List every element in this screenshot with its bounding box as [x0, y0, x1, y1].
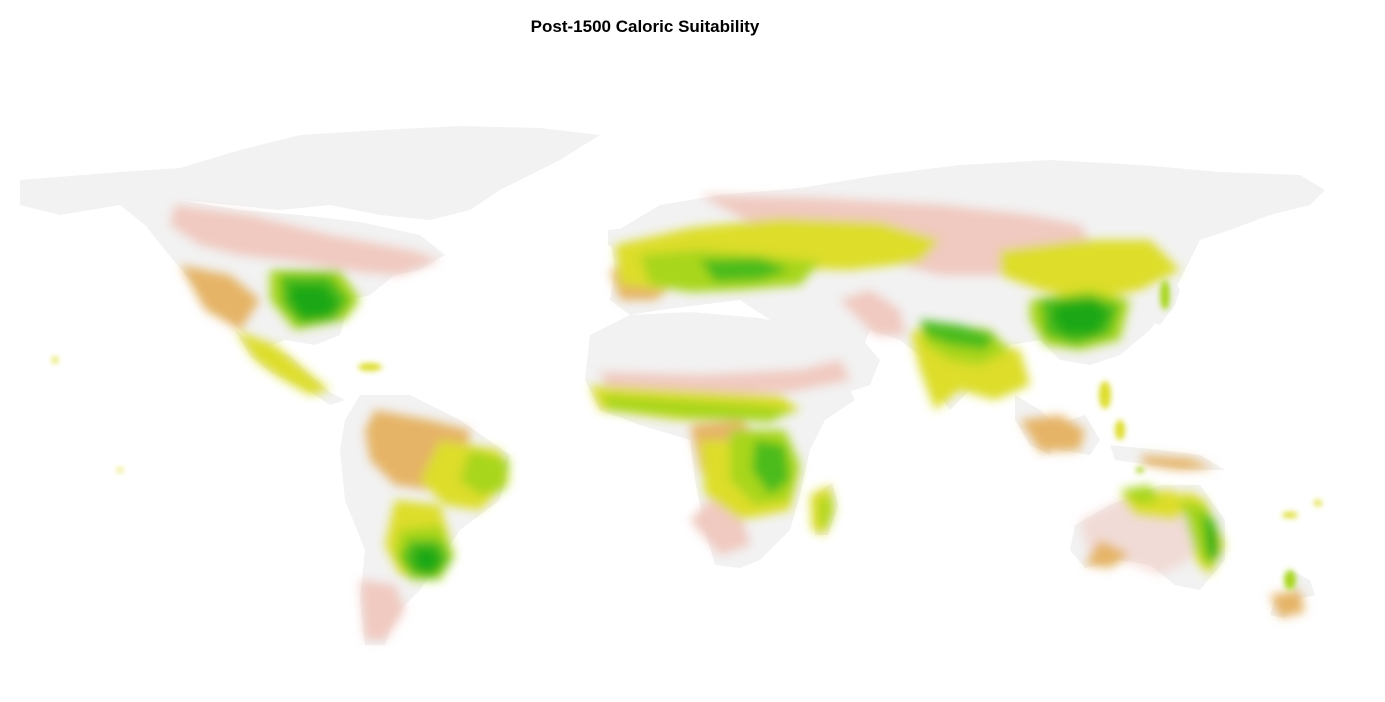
- map-title: Post-1500 Caloric Suitability: [530, 17, 760, 36]
- islands: [52, 280, 1322, 590]
- suitability-layers: [170, 195, 1305, 640]
- max-suitability: [290, 285, 1218, 575]
